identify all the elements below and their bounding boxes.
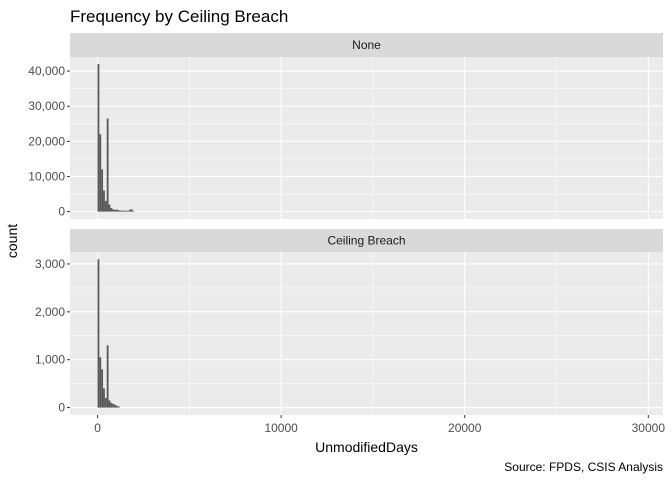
- histogram-bar: [121, 210, 124, 212]
- strip-label: Ceiling Breach: [327, 234, 405, 248]
- facet-1: None 0 10,000 20,000 30,000 40,000: [28, 33, 663, 219]
- histogram-bar: [108, 204, 111, 212]
- histogram-bar: [130, 209, 133, 212]
- x-axis: 0 10000 20000 30000: [94, 415, 665, 435]
- x-tick-label: 20000: [448, 421, 482, 435]
- y-tick-label: 2,000: [35, 305, 65, 319]
- histogram-bar: [108, 400, 111, 408]
- histogram-bar: [101, 369, 104, 408]
- facet-panels: None 0 10,000 20,000 30,000 40,000 Ceiling Bre…: [28, 33, 663, 415]
- histogram-bar: [106, 345, 109, 408]
- histogram-bar: [104, 201, 107, 212]
- histogram-bar: [132, 210, 135, 212]
- strip-background: [70, 33, 663, 57]
- panel-background: [70, 252, 663, 415]
- histogram-bar: [128, 209, 131, 212]
- histogram-bar: [99, 134, 102, 212]
- histogram-bar: [104, 398, 107, 408]
- histogram-bar: [106, 118, 109, 212]
- histogram-bar: [99, 357, 102, 408]
- histogram-bar: [101, 169, 104, 212]
- y-tick-label: 30,000: [28, 99, 65, 113]
- y-tick-label: 0: [58, 205, 65, 219]
- histogram-bar: [123, 210, 126, 212]
- histogram-bar: [103, 190, 105, 212]
- chart-title: Frequency by Ceiling Breach: [70, 7, 288, 26]
- strip-background: [70, 229, 663, 252]
- histogram-bar: [114, 209, 116, 212]
- histogram-bar: [112, 209, 115, 212]
- facet-2: Ceiling Breach 0 1,000 2,000 3,000: [35, 229, 663, 415]
- y-tick-label: 0: [58, 401, 65, 415]
- histogram-bar: [126, 210, 129, 212]
- y-tick-label: 10,000: [28, 169, 65, 183]
- x-tick-label: 10000: [264, 421, 298, 435]
- histogram-bar: [117, 210, 120, 212]
- histogram-bar: [103, 388, 105, 408]
- histogram-bar: [97, 64, 100, 212]
- histogram-bar: [125, 210, 127, 212]
- histogram-bar: [110, 208, 113, 212]
- x-tick-label: 30000: [632, 421, 666, 435]
- y-tick-label: 40,000: [28, 64, 65, 78]
- y-tick-label: 1,000: [35, 353, 65, 367]
- histogram-bar: [117, 406, 120, 408]
- y-tick-label: 20,000: [28, 134, 65, 148]
- histogram-bar: [97, 259, 100, 408]
- histogram-bar: [112, 403, 115, 408]
- histogram-bar: [119, 210, 122, 212]
- histogram-bar: [115, 209, 118, 212]
- panel-background: [70, 57, 663, 219]
- histogram-bar: [115, 405, 118, 408]
- y-tick-label: 3,000: [35, 257, 65, 271]
- chart-caption: Source: FPDS, CSIS Analysis: [504, 460, 663, 474]
- histogram-bar: [110, 402, 113, 408]
- x-axis-title: UnmodifiedDays: [315, 439, 418, 455]
- histogram-bar: [114, 404, 116, 408]
- y-axis-title: count: [4, 224, 20, 258]
- x-tick-label: 0: [94, 421, 101, 435]
- strip-label: None: [352, 38, 381, 52]
